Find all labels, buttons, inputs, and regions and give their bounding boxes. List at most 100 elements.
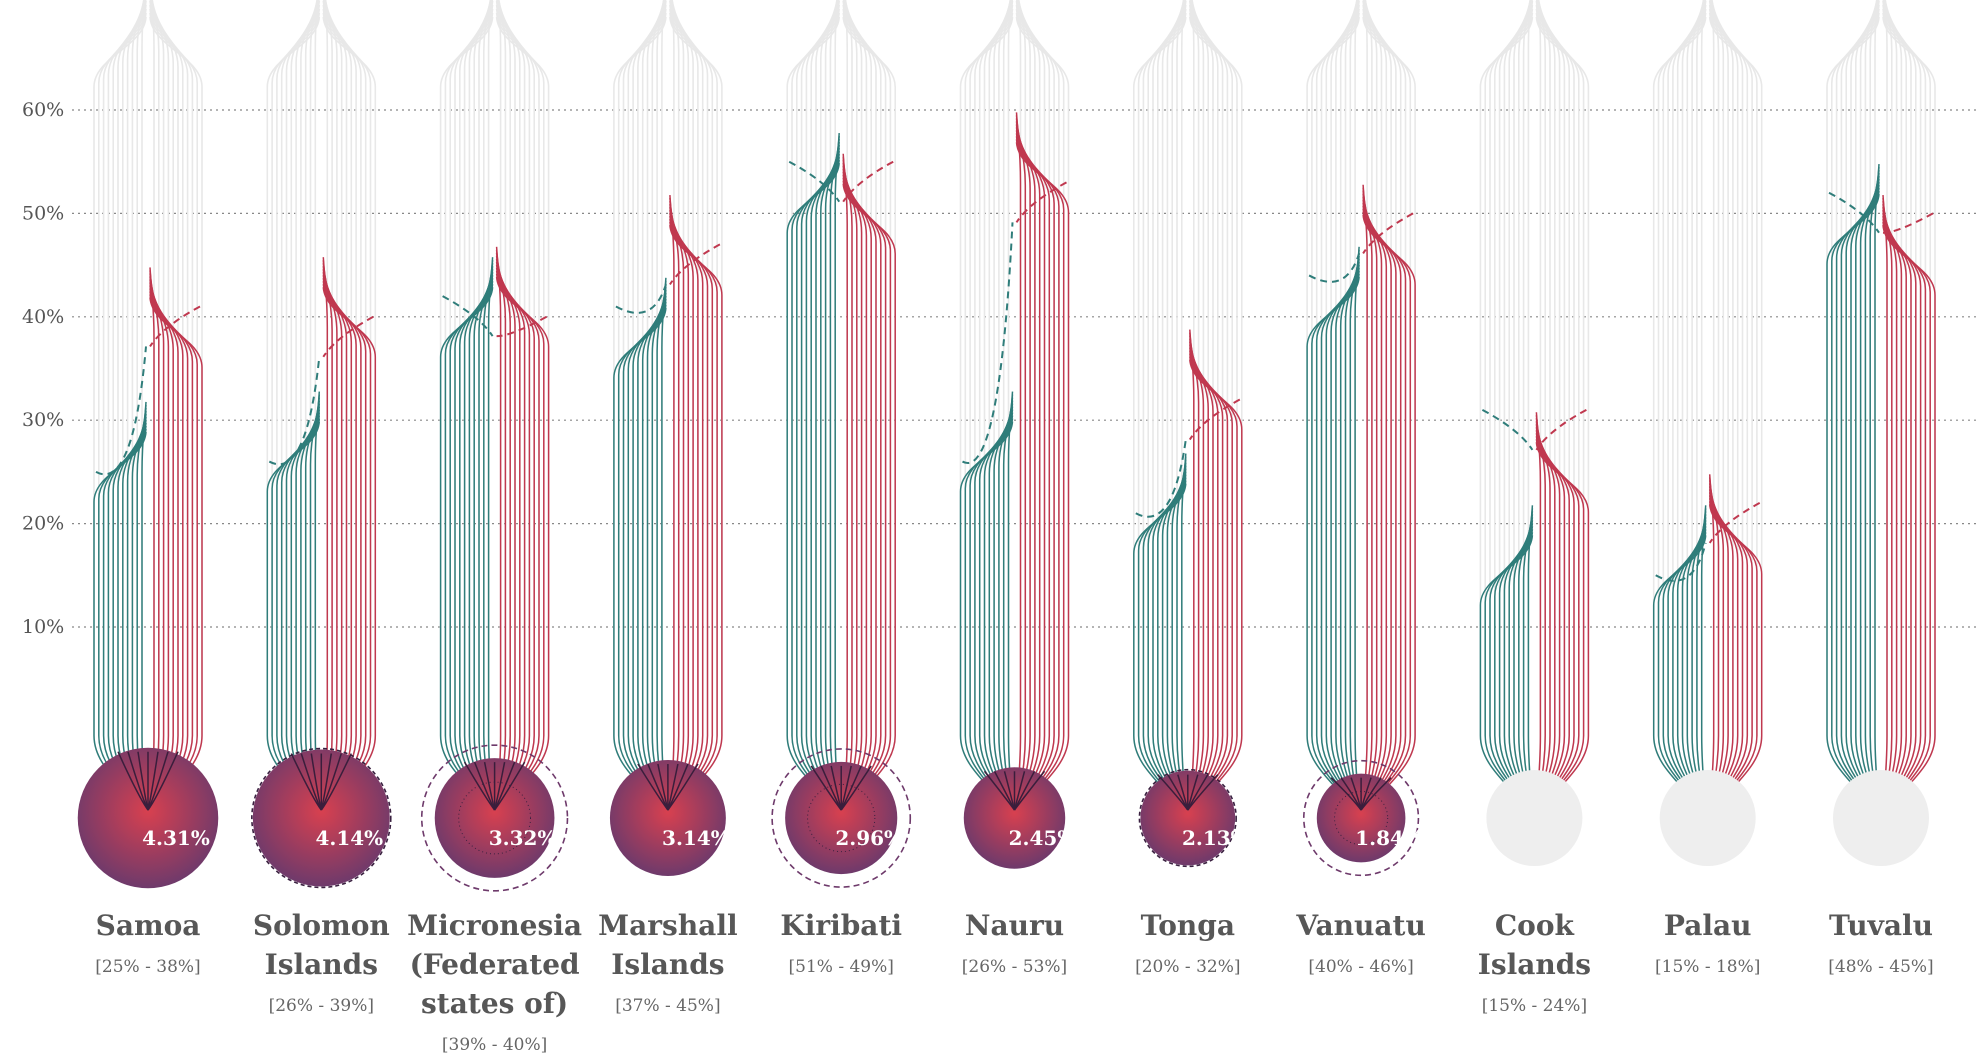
value-label: 1.84%	[1355, 826, 1423, 850]
feather-strand-right	[1881, 219, 1927, 831]
country-feather	[1652, 0, 1763, 866]
feather-strand-gray	[1855, 0, 1881, 831]
feather-strand-gray	[1864, 0, 1881, 831]
country-name: Islands	[611, 948, 724, 981]
feather-strand-right	[841, 177, 887, 831]
country-feather: 2.13%	[1133, 0, 1250, 868]
feather-strand-gray	[1014, 8, 1060, 831]
feather-strand-gray	[959, 16, 1015, 831]
feather-strand-gray	[668, 16, 723, 831]
feather-strand-gray	[1335, 0, 1361, 831]
country-name: Cook	[1495, 909, 1575, 942]
country-name: Vanuatu	[1295, 909, 1425, 942]
country-feather: 3.32%	[420, 0, 569, 892]
country-name: states of)	[421, 987, 568, 1020]
left-range-indicator	[442, 295, 494, 337]
left-range-indicator	[1135, 439, 1187, 518]
right-range-indicator	[1882, 212, 1934, 234]
feather-strand-gray	[1881, 0, 1907, 831]
feather-strand-right	[668, 207, 694, 831]
feather-strand-gray	[468, 0, 495, 831]
feather-strand-gray	[1133, 16, 1188, 831]
bubble-convergence-line	[840, 765, 872, 811]
country-feather: 4.31%	[77, 0, 219, 889]
left-range-indicator	[962, 222, 1014, 464]
feather-strand-right	[1188, 335, 1205, 831]
feather-strand-gray	[93, 16, 148, 831]
feather-strand-gray	[1707, 8, 1753, 831]
country-range: [37% - 45%]	[615, 996, 720, 1016]
value-bubble	[1140, 770, 1236, 866]
left-range-indicator	[1655, 542, 1707, 582]
feather-strand-right	[1881, 201, 1898, 831]
feather-strand-gray	[122, 0, 148, 831]
bubble-convergence-line	[667, 763, 699, 811]
feather-strand-gray	[841, 8, 887, 831]
feather-strand-right	[1188, 341, 1214, 831]
feather-strand-left	[1864, 170, 1881, 831]
feather-strand-gray	[1652, 16, 1708, 831]
feather-strand-gray	[841, 16, 896, 831]
feather-strand-gray	[1188, 0, 1205, 831]
right-range-indicator	[1188, 398, 1241, 441]
feather-strand-left	[468, 269, 495, 831]
feather-strand-gray	[102, 8, 148, 831]
y-tick-label: 10%	[22, 616, 64, 638]
empty-bubble	[1486, 770, 1583, 866]
empty-bubble	[1659, 770, 1756, 866]
country-range: [20% - 32%]	[1135, 957, 1240, 977]
left-range-indicator	[1481, 408, 1534, 451]
y-tick-label: 50%	[22, 202, 64, 224]
empty-bubble	[1833, 770, 1929, 866]
value-label: 2.13%	[1182, 826, 1250, 850]
feather-strand-right	[1014, 142, 1070, 831]
feather-strand-left	[1835, 188, 1881, 831]
feather-strand-gray	[651, 0, 668, 831]
value-bubble	[77, 747, 219, 889]
bubble-range-ring	[1302, 759, 1420, 877]
feather-strand-gray	[1881, 0, 1898, 831]
feather-strand-gray	[148, 8, 194, 831]
feather-strand-gray	[266, 16, 322, 831]
feather-strand-right	[1361, 196, 1388, 831]
feather-strand-left	[786, 162, 841, 831]
country-name: Marshall	[598, 909, 737, 942]
feather-strand-right	[1188, 329, 1195, 831]
feather-strand-gray	[1691, 0, 1708, 831]
feather-strand-gray	[1361, 0, 1378, 831]
feather-strand-right	[1361, 214, 1416, 831]
feather-strand-right	[1881, 225, 1936, 831]
country-name: Tonga	[1141, 909, 1235, 942]
country-range: [15% - 18%]	[1655, 957, 1760, 977]
feather-strand-gray	[613, 16, 668, 831]
feather-strand-gray	[1171, 0, 1188, 831]
feather-strand-right	[1881, 207, 1907, 831]
feather-strand-gray	[494, 0, 511, 831]
feather-strand-gray	[148, 0, 165, 831]
feather-strand-right	[1534, 412, 1542, 831]
right-range-indicator	[669, 243, 721, 285]
y-tick-label: 40%	[22, 306, 64, 328]
feather-strand-gray	[1518, 0, 1535, 831]
country-feather: 2.96%	[771, 0, 912, 888]
feather-strand-left	[1855, 176, 1881, 831]
country-range: [25% - 38%]	[95, 957, 200, 977]
feather-strand-right	[1014, 124, 1041, 831]
labels: 10% 20% 30% 40% 50% 60% Samoa [25% - 38%] Solomo…	[22, 99, 1934, 1055]
right-range-indicator	[1708, 502, 1761, 544]
feather-strand-left	[815, 145, 841, 831]
feather-strand-gray	[796, 8, 841, 831]
feather-strand-gray	[815, 0, 841, 831]
right-range-indicator	[1015, 181, 1067, 223]
feather-strand-left	[1344, 252, 1361, 831]
feather-strand-right	[841, 165, 868, 831]
feather-strand-right	[841, 159, 858, 831]
right-range-indicator	[149, 305, 201, 348]
feather-strand-right	[668, 219, 714, 831]
bubble-range-ring	[251, 747, 392, 889]
country-feather	[1826, 0, 1936, 866]
country-name: Solomon	[253, 909, 390, 942]
feather-strand-gray	[824, 0, 841, 831]
feather-strand-gray	[494, 0, 521, 831]
feather-strand-left	[1874, 164, 1881, 831]
